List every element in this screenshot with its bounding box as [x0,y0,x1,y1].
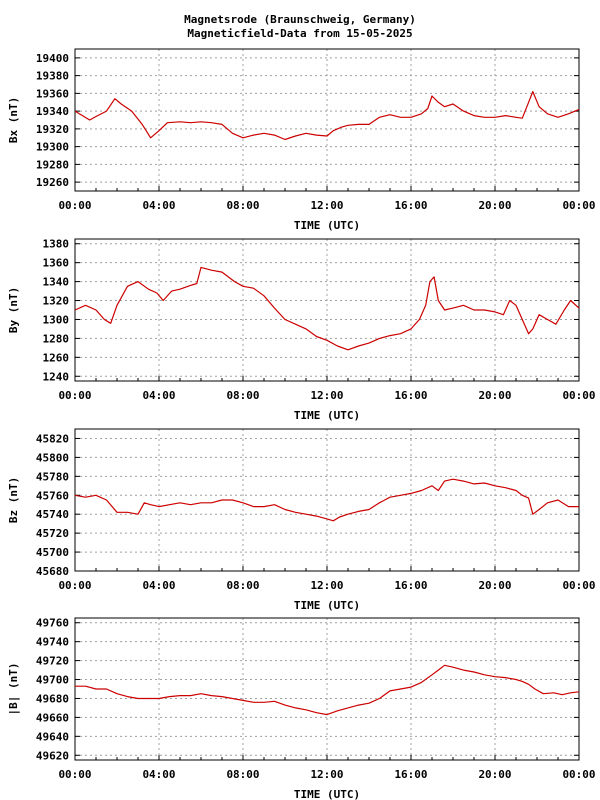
b-xtick-label: 04:00 [142,768,175,781]
bz-xtick-label: 08:00 [226,579,259,592]
b-ytick-label: 49640 [36,730,69,743]
b-ytick-label: 49700 [36,674,69,687]
b-xtick-label: 16:00 [394,768,427,781]
bx-y-axis-label: Bx (nT) [7,97,20,143]
chart-title-line-2: Magneticfield-Data from 15-05-2025 [187,27,413,40]
by-y-axis-label: By (nT) [7,287,20,333]
b-ytick-label: 49760 [36,617,69,630]
bx-xtick-label: 12:00 [310,199,343,212]
bz-plot-frame [74,428,580,572]
bz-ytick-label: 45780 [36,470,69,483]
bz-ytick-label: 45820 [36,432,69,445]
by-series-line [74,266,580,351]
b-xtick-label: 00:00 [58,768,91,781]
bz-y-axis-label: Bz (nT) [7,477,20,523]
b-ytick-label: 49660 [36,711,69,724]
b-x-axis-label: TIME (UTC) [294,788,360,800]
bx-plot-frame [74,48,580,192]
by-ytick-label: 1320 [43,295,70,308]
bz-ytick-label: 45700 [36,546,69,559]
bz-series-line [74,478,579,522]
bz-ytick-label: 45760 [36,489,69,502]
bz-xtick-label: 04:00 [142,579,175,592]
b-plot-frame [74,617,580,761]
b-xtick-label: 08:00 [226,768,259,781]
b-y-axis-label: |B| (nT) [7,663,20,716]
by-ytick-label: 1360 [43,257,70,270]
by-ytick-label: 1340 [43,276,70,289]
by-ytick-label: 1260 [43,351,70,364]
b-ytick-label: 49740 [36,636,69,649]
bz-xtick-label: 20:00 [478,579,511,592]
by-ytick-label: 1240 [43,370,70,383]
bx-ytick-label: 19320 [36,123,69,136]
by-xtick-label: 00:00 [562,389,595,402]
bz-xtick-label: 00:00 [562,579,595,592]
bz-xtick-label: 12:00 [310,579,343,592]
b-ytick-label: 49680 [36,692,69,705]
bx-xtick-label: 20:00 [478,199,511,212]
by-xtick-label: 00:00 [58,389,91,402]
bx-ytick-label: 19400 [36,52,69,65]
by-xtick-label: 16:00 [394,389,427,402]
by-xtick-label: 04:00 [142,389,175,402]
bx-xtick-label: 00:00 [562,199,595,212]
chart-title-line-1: Magnetsrode (Braunschweig, Germany) [184,13,416,26]
by-x-axis-label: TIME (UTC) [294,409,360,422]
bx-x-axis-label: TIME (UTC) [294,219,360,232]
b-series-line [75,664,580,716]
b-xtick-label: 00:00 [562,768,595,781]
by-xtick-label: 20:00 [478,389,511,402]
by-xtick-label: 12:00 [310,389,343,402]
b-ytick-label: 49720 [36,655,69,668]
bz-ytick-label: 45720 [36,527,69,540]
bx-ytick-label: 19300 [36,141,69,154]
by-xtick-label: 08:00 [226,389,259,402]
bx-series-line [74,90,580,141]
bx-ytick-label: 19280 [36,158,69,171]
by-ytick-label: 1280 [43,332,70,345]
b-ytick-label: 49620 [36,749,69,762]
bx-ytick-label: 19340 [36,105,69,118]
bx-xtick-label: 04:00 [142,199,175,212]
b-xtick-label: 12:00 [310,768,343,781]
by-ytick-label: 1380 [43,238,70,251]
bz-ytick-label: 45800 [36,451,69,464]
bx-xtick-label: 16:00 [394,199,427,212]
bx-xtick-label: 00:00 [58,199,91,212]
by-ytick-label: 1300 [43,313,70,326]
bz-ytick-label: 45740 [36,508,69,521]
bx-ytick-label: 19360 [36,87,69,100]
bx-ytick-label: 19380 [36,70,69,83]
bz-x-axis-label: TIME (UTC) [294,599,360,612]
b-xtick-label: 20:00 [478,768,511,781]
bz-xtick-label: 16:00 [394,579,427,592]
bx-xtick-label: 08:00 [226,199,259,212]
bx-ytick-label: 19260 [36,176,69,189]
bz-ytick-label: 45680 [36,565,69,578]
bz-xtick-label: 00:00 [58,579,91,592]
